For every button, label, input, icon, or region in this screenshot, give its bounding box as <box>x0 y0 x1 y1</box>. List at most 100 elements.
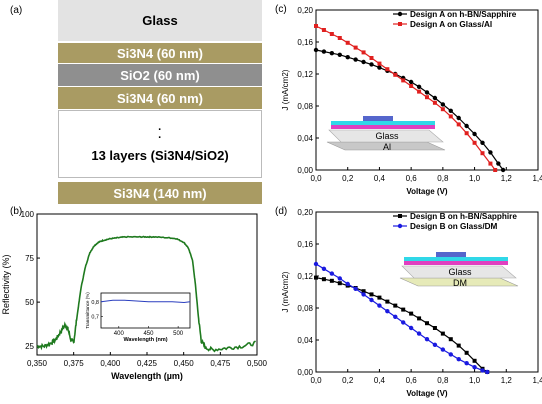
x-tick-label: 0,375 <box>64 359 85 368</box>
series-0-point <box>464 350 469 355</box>
y-tick-label: 0,04 <box>297 336 313 345</box>
y-tick-label: 0,08 <box>297 304 313 313</box>
inset-frame <box>100 292 191 329</box>
y-tick-label: 100 <box>21 210 35 219</box>
y-tick-label: 0,12 <box>297 272 313 281</box>
y-axis-label: J (mA/cm2) <box>281 69 290 110</box>
y-tick-label: 75 <box>25 254 34 263</box>
glass-layer-label: Glass <box>142 13 178 28</box>
plot-frame <box>315 211 539 373</box>
series-0-point <box>329 51 335 56</box>
y-axis-label: J (mA/cm2) <box>281 271 290 312</box>
panel-b: (b) 0,350 0,375 0,400 0,425 0,450 0,475 0,500 25… <box>0 200 270 404</box>
series-1-point <box>440 347 446 352</box>
series-1-point <box>440 107 445 112</box>
x-tick-label: 0,8 <box>437 376 449 385</box>
series-0-point <box>385 299 390 304</box>
series-1-point <box>408 325 414 331</box>
series-0-point <box>472 358 477 363</box>
x-tick-label: 1,4 <box>532 376 542 385</box>
series-1-point <box>369 56 374 60</box>
x-tick-label: 0,500 <box>247 359 268 368</box>
si3n4-layer-2: Si3N4 (60 nm) <box>58 87 262 109</box>
x-tick-label: 0,400 <box>100 359 121 368</box>
series-0-point <box>377 295 382 300</box>
series-1-point <box>377 61 382 66</box>
series-0-point <box>480 140 485 145</box>
x-tick-label: 1,4 <box>532 174 542 183</box>
y-axis-label: Reflectivity (%) <box>1 254 11 314</box>
x-axis-label: Voltage (V) <box>406 187 448 196</box>
series-1-point <box>377 303 382 308</box>
y-tick-label: 0,12 <box>297 70 313 79</box>
inset-label-top: Glass <box>448 267 472 277</box>
inset-label-top: Glass <box>375 131 399 141</box>
series-1-point <box>321 266 327 271</box>
series-1-point <box>385 67 390 72</box>
y-tick-label: 0,20 <box>297 6 313 15</box>
series-1-point <box>337 36 342 40</box>
inset-y-tick-label: 0,8 <box>91 300 99 306</box>
series-0-point <box>345 55 350 60</box>
series-1-point <box>424 337 430 342</box>
y-tick-label: 0,16 <box>297 38 313 47</box>
series-1-point <box>456 122 461 127</box>
device-magenta-layer <box>331 125 435 129</box>
device-magenta-layer <box>404 261 508 265</box>
series-0-point <box>440 102 446 107</box>
legend-label-1: Design B on Glass/DM <box>410 222 498 231</box>
series-1-point <box>393 72 398 77</box>
series-1-point <box>456 357 461 362</box>
x-tick-label: 0,0 <box>310 174 322 183</box>
series-0-point <box>417 316 422 321</box>
x-axis-label: Voltage (V) <box>406 389 448 398</box>
series-1-point <box>464 131 469 136</box>
series-0-point <box>464 123 469 129</box>
series-1-point <box>416 331 422 336</box>
series-0-point <box>409 311 414 316</box>
series-1-point <box>425 95 429 100</box>
y-tick-label: 0,20 <box>297 208 313 217</box>
series-0-point <box>416 84 422 90</box>
series-1-point <box>432 100 437 105</box>
series-line-0 <box>315 277 488 373</box>
sio2-label: SiO2 (60 nm) <box>120 67 200 83</box>
stack-label: 13 layers (Si3N4/SiO2) <box>91 147 229 163</box>
y-tick-label: 25 <box>25 342 34 351</box>
series-1-point <box>480 368 485 373</box>
y-tick-label: 0,00 <box>297 368 313 377</box>
series-0-point <box>401 307 406 312</box>
series-1-point <box>488 161 493 166</box>
inset-series-line <box>100 299 191 303</box>
series-1-point <box>493 168 498 172</box>
series-1-point <box>353 286 358 291</box>
series-0-point <box>448 108 453 114</box>
series-0-point <box>353 57 358 62</box>
series-0-point <box>321 49 327 54</box>
inset-y-tick-label: 0,7 <box>91 314 99 320</box>
series-0-point <box>321 277 326 282</box>
device-contact <box>363 116 393 121</box>
series-1-point <box>345 281 350 287</box>
x-tick-label: 1,2 <box>501 174 513 183</box>
device-cyan-layer <box>331 121 435 125</box>
series-0-point <box>314 275 318 280</box>
legend-label-1: Design A on Glass/Al <box>410 20 492 29</box>
series-1-point <box>361 50 366 55</box>
series-1-point <box>432 342 438 347</box>
inset-x-axis-label: Wavelength (nm) <box>123 337 167 343</box>
x-tick-label: 0,4 <box>374 376 386 385</box>
x-tick-label: 0,475 <box>210 359 231 368</box>
x-tick-label: 0,350 <box>27 359 48 368</box>
chart-b: (b) 0,350 0,375 0,400 0,425 0,450 0,475 0,500 25… <box>1 206 268 381</box>
series-0-point <box>329 278 334 283</box>
series-0-point <box>432 95 438 101</box>
inset-x-tick-label: 400 <box>114 331 125 337</box>
legend-marker-1 <box>398 22 402 26</box>
substrate-glass-shape <box>328 129 444 143</box>
si3n4-bottom-label: Si3N4 (140 nm) <box>113 185 207 201</box>
x-axis-label: Wavelength (µm) <box>111 371 183 381</box>
series-1-point <box>417 89 422 94</box>
series-1-point <box>369 297 374 303</box>
series-1-point <box>401 78 406 83</box>
